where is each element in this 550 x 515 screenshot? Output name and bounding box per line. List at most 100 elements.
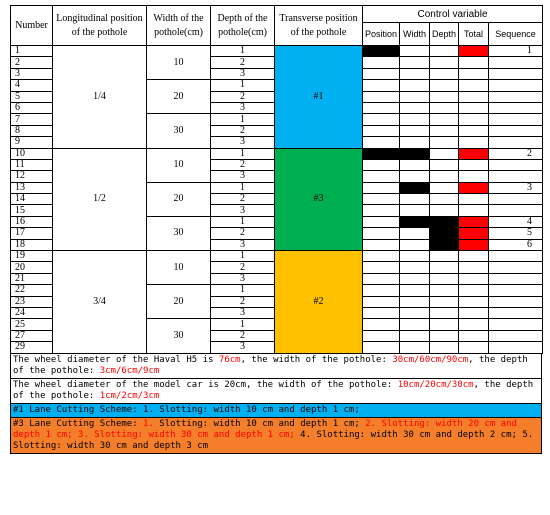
position-cell (362, 193, 400, 206)
position-cell (362, 44, 400, 58)
total-cell (458, 272, 489, 286)
sequence-cell (487, 113, 544, 126)
total-cell (458, 193, 489, 206)
width-control-cell (399, 238, 430, 252)
depth-control-cell (429, 90, 459, 103)
longitudinal-position-cell: 1/4 (52, 45, 147, 149)
row-number: 12 (10, 170, 53, 183)
sequence-cell (487, 79, 544, 92)
depth-control-cell (429, 158, 459, 172)
total-cell (458, 341, 489, 354)
width-control-cell (399, 227, 430, 240)
depth-cell: 2 (210, 227, 275, 240)
depth-control-cell (429, 284, 459, 297)
width-control-cell (399, 318, 430, 331)
sequence-cell (487, 295, 544, 309)
row-number: 17 (10, 227, 53, 240)
position-cell (362, 113, 400, 126)
table-row: 16 30 1 4 (10, 215, 544, 252)
position-cell (362, 329, 400, 343)
position-cell (362, 79, 400, 92)
position-cell (362, 227, 400, 240)
table-row: 15 3 (10, 204, 544, 217)
width-cell: 10 (146, 250, 211, 286)
depth-control-cell (429, 67, 459, 81)
row-number: 23 (10, 295, 53, 309)
depth-control-cell (429, 136, 459, 149)
sequence-cell (487, 56, 544, 69)
width-cell: 30 (146, 318, 211, 354)
depth-cell: 2 (210, 329, 275, 343)
depth-control-cell (429, 227, 459, 240)
lane1-cutting-scheme: #1 Lane Cutting Scheme: 1. Slotting: wid… (11, 402, 541, 417)
total-cell (458, 204, 489, 217)
sequence-cell: 5 (487, 227, 544, 240)
depth-control-cell (429, 44, 459, 58)
sequence-cell (487, 67, 544, 81)
depth-cell: 2 (210, 295, 275, 309)
sequence-cell: 2 (487, 147, 544, 160)
sequence-cell (487, 318, 544, 331)
width-control-cell (399, 67, 430, 81)
transverse-position-cell: #2 (274, 250, 363, 354)
notes-section: The wheel diameter of the Haval H5 is 76… (10, 353, 542, 454)
sequence-cell (487, 136, 544, 149)
position-cell (362, 341, 400, 354)
sequence-cell: 4 (487, 215, 544, 229)
total-cell (458, 318, 489, 331)
depth-control-cell (429, 318, 459, 331)
depth-control-cell (429, 101, 459, 115)
total-cell (458, 170, 489, 183)
total-cell (458, 79, 489, 92)
total-cell (458, 215, 489, 229)
width-cell: 30 (146, 113, 211, 149)
depth-control-cell (429, 124, 459, 138)
total-cell (458, 250, 489, 263)
depth-control-cell (429, 341, 459, 354)
width-control-cell (399, 147, 430, 160)
total-cell (458, 329, 489, 343)
width-control-cell (399, 136, 430, 149)
depth-cell: 3 (210, 341, 275, 354)
row-number: 6 (10, 101, 53, 115)
total-cell (458, 67, 489, 81)
depth-control-cell (429, 329, 459, 343)
havel-note: The wheel diameter of the Haval H5 is 76… (13, 354, 528, 376)
depth-cell: 3 (210, 101, 275, 115)
row-number: 14 (10, 193, 53, 206)
sequence-cell (487, 158, 544, 172)
position-cell (362, 124, 400, 138)
width-cell: 20 (146, 284, 211, 320)
row-number: 21 (10, 272, 53, 286)
depth-cell: 3 (210, 67, 275, 81)
header-control-variable: Control variable (361, 5, 544, 23)
width-cell: 10 (146, 147, 211, 183)
sequence-cell (487, 272, 544, 286)
position-cell (362, 238, 400, 252)
width-cell: 10 (146, 44, 211, 81)
position-cell (362, 272, 400, 286)
width-control-cell (399, 272, 430, 286)
sequence-cell (487, 193, 544, 206)
header-width-short: Width (399, 22, 430, 46)
row-number: 8 (10, 124, 53, 138)
position-cell (362, 295, 400, 309)
depth-control-cell (429, 272, 459, 286)
depth-control-cell (429, 113, 459, 126)
position-cell (362, 67, 400, 81)
position-cell (362, 261, 400, 274)
total-cell (458, 181, 489, 195)
sequence-cell (487, 170, 544, 183)
lane3-cutting-scheme: #3 Lane Cutting Scheme: 1. Slotting: wid… (11, 416, 541, 453)
width-control-cell (399, 44, 430, 58)
table-row: 17 2 5 (10, 227, 544, 240)
depth-control-cell (429, 238, 459, 252)
depth-control-cell (429, 170, 459, 183)
header-width: Width of the pothole(cm) (146, 5, 211, 46)
total-cell (458, 44, 489, 58)
row-number: 25 (10, 318, 53, 331)
row-number: 24 (10, 306, 53, 320)
width-control-cell (399, 113, 430, 126)
depth-control-cell (429, 215, 459, 229)
